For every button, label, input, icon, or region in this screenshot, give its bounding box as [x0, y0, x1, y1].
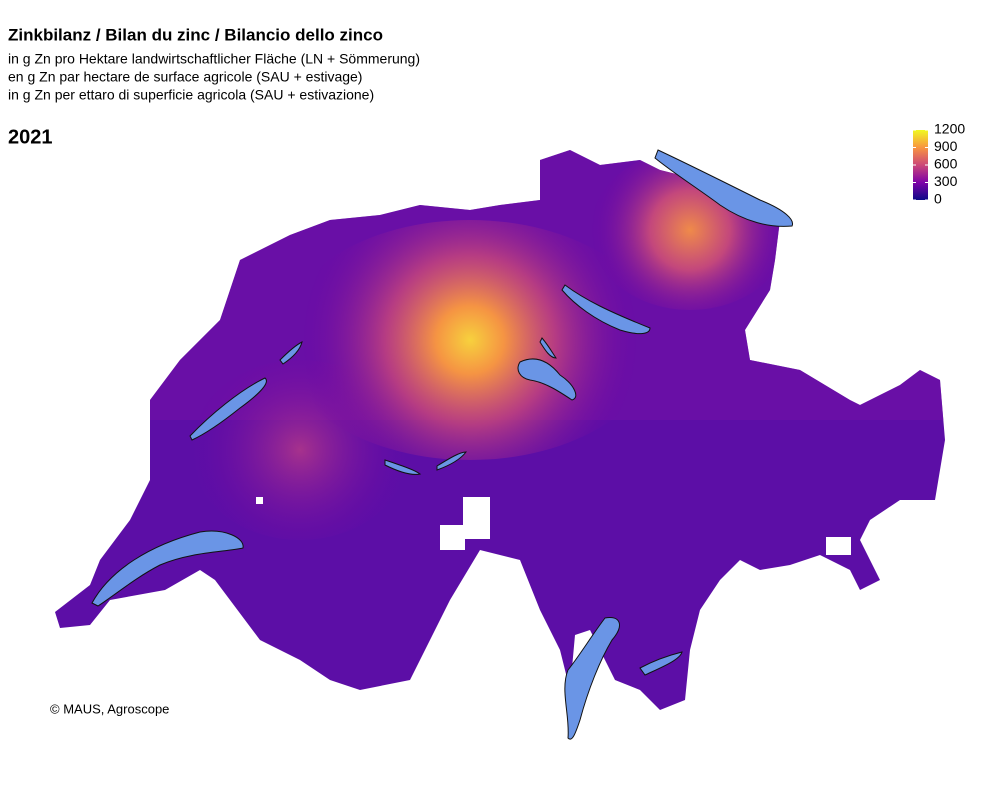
lake — [564, 616, 620, 740]
subtitle: in g Zn per ettaro di superficie agricol… — [8, 87, 374, 103]
no-data — [463, 497, 490, 539]
credit: © MAUS, Agroscope — [50, 701, 169, 716]
year: 2021 — [8, 126, 53, 148]
lake — [436, 451, 468, 471]
colorbar-tick-label: 0 — [934, 191, 942, 207]
no-data — [256, 497, 263, 504]
lake — [279, 341, 303, 365]
lake — [639, 651, 683, 676]
map — [55, 149, 945, 740]
lake — [91, 530, 244, 607]
title: Zinkbilanz / Bilan du zinc / Bilancio de… — [8, 25, 383, 44]
lake — [539, 337, 557, 359]
colorbar-tick-label: 1200 — [934, 121, 965, 137]
lake — [654, 149, 794, 227]
lake — [517, 358, 577, 401]
lake — [384, 459, 422, 475]
colorbar-tick-label: 900 — [934, 138, 958, 154]
colorbar — [913, 130, 928, 200]
no-data — [826, 537, 851, 555]
subtitle: en g Zn par hectare de surface agricole … — [8, 69, 362, 85]
lake — [189, 377, 267, 441]
subtitle: in g Zn pro Hektare landwirtschaftlicher… — [8, 51, 420, 67]
colorbar-tick-label: 300 — [934, 173, 958, 189]
no-data — [440, 525, 465, 550]
lake — [561, 284, 651, 335]
colorbar-tick-label: 600 — [934, 156, 958, 172]
hotspot — [280, 220, 660, 460]
